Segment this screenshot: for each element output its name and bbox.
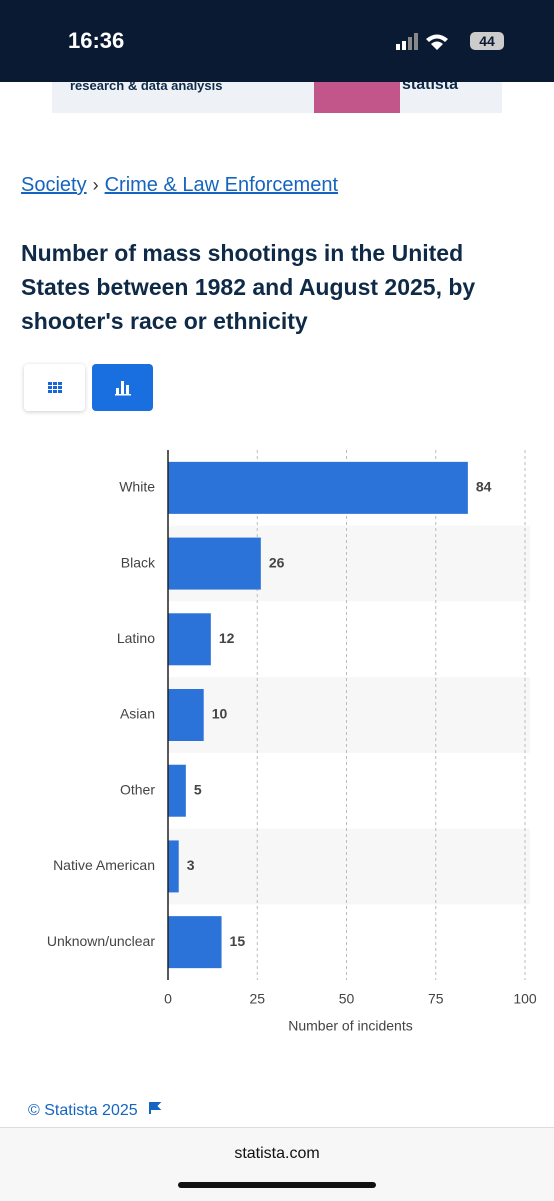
battery: 44	[470, 32, 504, 50]
clock: 16:36	[68, 28, 125, 53]
y-tick-label: Black	[121, 554, 156, 570]
breadcrumb-link[interactable]: Society	[21, 174, 87, 196]
bar	[168, 537, 261, 590]
y-tick-label: Other	[120, 781, 155, 797]
bar	[168, 689, 204, 741]
x-tick-label: 50	[339, 991, 355, 1007]
x-tick-label: 100	[513, 991, 537, 1007]
y-tick-label: Native American	[53, 857, 155, 873]
value-label: 15	[230, 933, 246, 949]
chart-title: Number of mass shootings in the United S…	[21, 240, 476, 334]
url[interactable]: statista.com	[234, 1145, 320, 1162]
flag-icon	[149, 1102, 162, 1114]
band-shade	[168, 828, 530, 905]
bar	[168, 916, 222, 969]
copyright-text: © Statista 2025	[28, 1102, 138, 1119]
value-label: 26	[269, 554, 285, 570]
breadcrumb-separator: ›	[92, 175, 99, 195]
value-label: 10	[212, 706, 228, 722]
bar	[168, 461, 468, 514]
y-tick-label: Latino	[117, 630, 155, 646]
y-tick-label: Asian	[120, 706, 155, 722]
bar	[168, 764, 186, 817]
y-tick-label: White	[119, 479, 155, 495]
table-view-button[interactable]	[24, 364, 85, 411]
bar	[168, 613, 211, 666]
x-tick-label: 75	[428, 991, 444, 1007]
home-indicator	[178, 1182, 376, 1188]
status-bar: 16:36 44	[0, 0, 554, 82]
breadcrumb: Society › Crime & Law Enforcement	[21, 174, 338, 197]
chart-view-button[interactable]	[92, 364, 153, 411]
ad-brand: statista	[402, 82, 459, 93]
chart: 0 25 50 75 100 Number of incidents White 84 Blac…	[47, 450, 537, 1034]
value-label: 5	[194, 781, 202, 797]
x-tick-label: 25	[249, 991, 265, 1007]
browser-bar	[0, 1127, 554, 1201]
grid-icon	[48, 382, 62, 393]
breadcrumb-link[interactable]: Crime & Law Enforcement	[104, 174, 339, 196]
value-label: 12	[219, 630, 235, 646]
ad-image	[314, 82, 400, 113]
signal-wifi	[396, 33, 448, 50]
bar	[168, 840, 179, 893]
copyright[interactable]: © Statista 2025	[28, 1101, 162, 1120]
x-axis-title: Number of incidents	[288, 1018, 413, 1034]
value-label: 84	[476, 479, 492, 495]
value-label: 3	[187, 857, 195, 873]
ad-banner[interactable]: research & data analysis statista	[52, 82, 502, 113]
band-shade	[168, 677, 530, 753]
y-tick-label: Unknown/unclear	[47, 933, 156, 949]
bar-icon	[115, 381, 131, 396]
ad-text: research & data analysis	[70, 82, 223, 93]
x-tick-label: 0	[164, 991, 172, 1007]
